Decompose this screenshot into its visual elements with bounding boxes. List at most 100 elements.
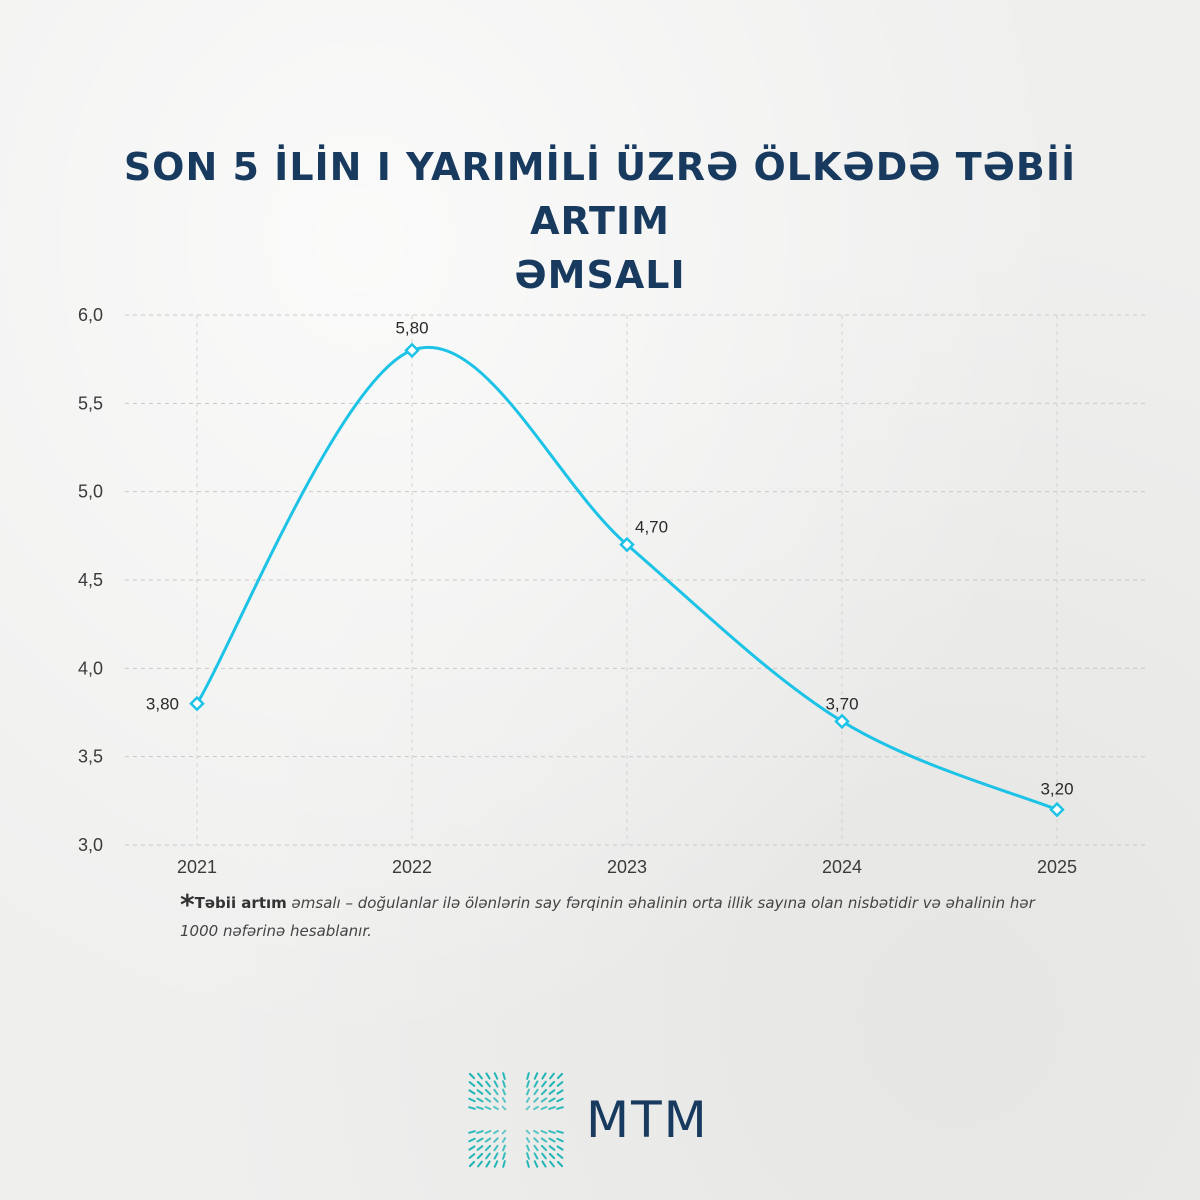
logo-ray bbox=[556, 1106, 564, 1110]
logo-ray bbox=[533, 1152, 539, 1160]
logo-ray bbox=[493, 1144, 499, 1152]
data-label: 4,70 bbox=[635, 518, 668, 537]
data-label: 3,20 bbox=[1040, 780, 1073, 799]
logo-ray bbox=[556, 1130, 564, 1134]
logo-ray bbox=[468, 1145, 476, 1151]
logo-ray bbox=[533, 1105, 539, 1111]
logo-ray bbox=[502, 1144, 506, 1152]
logo-ray bbox=[484, 1130, 492, 1134]
logo-ray bbox=[556, 1081, 564, 1087]
logo-ray bbox=[468, 1097, 476, 1103]
logo-ray bbox=[533, 1080, 539, 1088]
logo-ray bbox=[502, 1072, 506, 1080]
chart-title: SON 5 İLİN I YARIMİLİ ÜZRƏ ÖLKƏDƏ TƏBİİ … bbox=[100, 140, 1100, 302]
logo-ray bbox=[526, 1088, 530, 1096]
logo-ray bbox=[484, 1144, 492, 1152]
logo-ray bbox=[502, 1088, 506, 1096]
logo-ray bbox=[556, 1097, 564, 1103]
logo-ray bbox=[493, 1080, 499, 1088]
logo-ray bbox=[526, 1080, 530, 1088]
logo-ray bbox=[548, 1152, 556, 1160]
title-line-2: ƏMSALI bbox=[514, 253, 686, 297]
logo-ray bbox=[540, 1144, 548, 1152]
line-chart: 3,0 3,5 4,0 4,5 5,0 5,5 6,0 2021 2022 2023 2024 20… bbox=[78, 305, 1145, 877]
logo-ray bbox=[533, 1097, 539, 1103]
logo-ray bbox=[468, 1081, 476, 1087]
x-tick-label: 2025 bbox=[1037, 857, 1077, 877]
logo-ray bbox=[493, 1152, 499, 1160]
x-tick-label: 2023 bbox=[607, 857, 647, 877]
logo-ray bbox=[548, 1089, 556, 1095]
logo-ray bbox=[556, 1160, 564, 1168]
logo-ray bbox=[476, 1106, 484, 1110]
series-line bbox=[195, 346, 1058, 812]
data-point-marker bbox=[1049, 801, 1065, 818]
logo-ray bbox=[540, 1137, 548, 1143]
logo-ray bbox=[468, 1137, 476, 1143]
y-tick-label: 3,5 bbox=[78, 747, 103, 767]
logo-ray bbox=[533, 1137, 539, 1143]
logo-ray bbox=[533, 1129, 539, 1135]
logo-ray bbox=[540, 1088, 548, 1096]
logo-ray bbox=[493, 1160, 499, 1168]
logo-ray bbox=[468, 1089, 476, 1095]
logo-ray bbox=[485, 1072, 491, 1080]
logo-ray bbox=[485, 1160, 491, 1168]
data-point-marker bbox=[619, 536, 635, 553]
title-line-1: SON 5 İLİN I YARIMİLİ ÜZRƏ ÖLKƏDƏ TƏBİİ … bbox=[123, 145, 1077, 243]
logo-ray bbox=[476, 1097, 484, 1103]
data-label: 5,80 bbox=[395, 318, 428, 337]
logo-ray bbox=[526, 1072, 530, 1080]
y-tick-label: 4,0 bbox=[78, 658, 103, 678]
logo-ray bbox=[468, 1130, 476, 1134]
logo-ray bbox=[541, 1160, 547, 1168]
logo-ray bbox=[540, 1106, 548, 1110]
logo-ray bbox=[502, 1152, 506, 1160]
footnote-text: əmsalı – doğulanlar ilə ölənlərin say fə… bbox=[180, 894, 1035, 940]
logo-ray bbox=[468, 1153, 476, 1159]
y-tick-label: 6,0 bbox=[78, 305, 103, 325]
logo-ray bbox=[540, 1097, 548, 1103]
logo-ray bbox=[556, 1072, 564, 1080]
logo-ray bbox=[493, 1072, 499, 1080]
data-label: 3,70 bbox=[825, 694, 858, 713]
mtm-logo: MTM bbox=[468, 1070, 709, 1170]
logo-ray bbox=[502, 1160, 506, 1168]
logo-ray bbox=[541, 1152, 547, 1160]
logo-ray bbox=[484, 1097, 492, 1103]
logo-ray bbox=[548, 1080, 556, 1088]
logo-ray bbox=[484, 1106, 492, 1110]
logo-ray bbox=[484, 1088, 492, 1096]
y-tick-label: 3,0 bbox=[78, 835, 103, 855]
logo-ray bbox=[556, 1137, 564, 1143]
logo-ray bbox=[548, 1137, 556, 1143]
logo-ray bbox=[549, 1072, 555, 1080]
logo-ray bbox=[541, 1072, 547, 1080]
logo-ray bbox=[484, 1137, 492, 1143]
logo-ray bbox=[501, 1097, 507, 1103]
logo-ray bbox=[468, 1106, 476, 1110]
footnote-term: Təbii artım bbox=[194, 894, 287, 912]
logo-ray bbox=[501, 1137, 507, 1143]
logo-ray bbox=[485, 1152, 491, 1160]
logo-ray bbox=[549, 1160, 555, 1168]
logo-ray bbox=[493, 1097, 499, 1103]
logo-ray bbox=[556, 1145, 564, 1151]
logo-ray bbox=[556, 1153, 564, 1159]
data-point-marker bbox=[404, 342, 420, 359]
logo-ray bbox=[502, 1080, 506, 1088]
logo-ray bbox=[493, 1105, 499, 1111]
logo-ray bbox=[501, 1105, 507, 1111]
logo-ray bbox=[548, 1097, 556, 1103]
logo-ray bbox=[477, 1072, 483, 1080]
logo-ray bbox=[493, 1088, 499, 1096]
footnote-asterisk: * bbox=[180, 888, 195, 921]
logo-ray bbox=[525, 1097, 531, 1103]
x-tick-label: 2024 bbox=[822, 857, 862, 877]
logo-ray bbox=[541, 1080, 547, 1088]
logo-ray bbox=[525, 1129, 531, 1135]
data-point-marker bbox=[834, 713, 850, 730]
footnote: *Təbii artım əmsalı – doğulanlar ilə ölə… bbox=[180, 890, 1060, 944]
x-tick-label: 2021 bbox=[177, 857, 217, 877]
